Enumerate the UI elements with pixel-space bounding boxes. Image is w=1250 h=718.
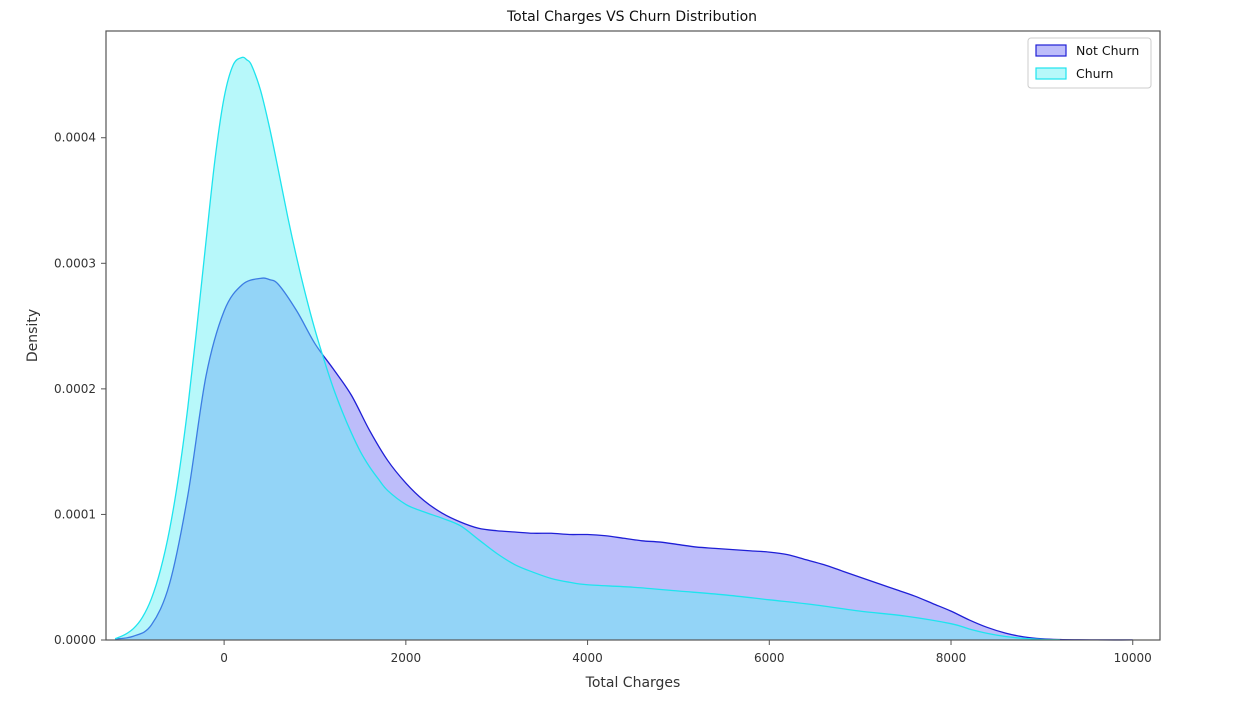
y-tick-label: 0.0004 [54, 131, 96, 145]
x-tick-label: 4000 [572, 651, 603, 665]
chart-title: Total Charges VS Churn Distribution [506, 9, 757, 25]
y-tick-label: 0.0001 [54, 507, 96, 521]
series-area-churn [115, 57, 1061, 641]
plot-area [114, 56, 1133, 641]
y-tick-label: 0.0002 [54, 382, 96, 396]
y-axis-label: Density [25, 309, 41, 362]
legend-swatch-churn [1035, 67, 1067, 80]
x-tick-label: 6000 [754, 651, 785, 665]
axes-frame [105, 30, 1161, 641]
x-tick-label: 10000 [1114, 651, 1152, 665]
legend: Not Churn Churn [1027, 37, 1152, 89]
y-tick-label: 0.0000 [54, 633, 96, 647]
legend-label-churn: Churn [1076, 66, 1113, 81]
x-tick-label: 8000 [936, 651, 967, 665]
y-tick-label: 0.0003 [54, 256, 96, 270]
x-tick-label: 0 [220, 651, 228, 665]
axis-ticks: 0 2000 4000 6000 8000 10000 0.0000 0.0001 0.0002… [54, 131, 1152, 665]
x-tick-label: 2000 [391, 651, 422, 665]
x-axis-label: Total Charges [585, 675, 681, 691]
series-line-churn [114, 56, 1061, 641]
series-line-not-churn [114, 277, 1133, 641]
legend-swatch-not-churn [1035, 44, 1067, 57]
legend-label-not-churn: Not Churn [1076, 43, 1139, 58]
series-area-not-churn [115, 278, 1133, 640]
